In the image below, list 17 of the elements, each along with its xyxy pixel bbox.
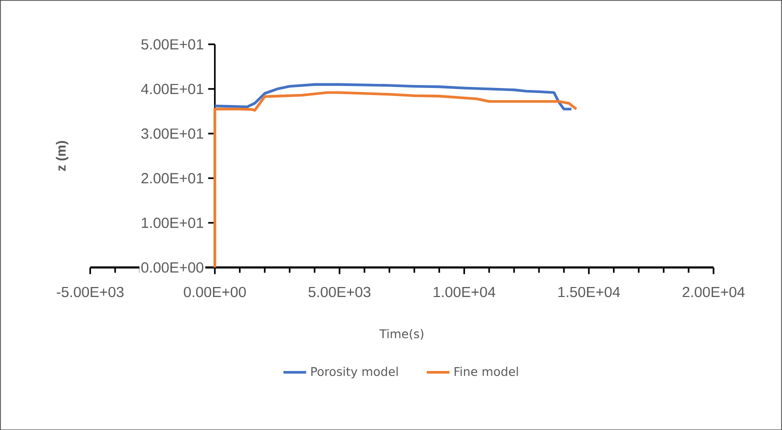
y-tick-label: 2.00E+01 — [142, 172, 204, 184]
y-tick-label: 3.00E+01 — [141, 128, 204, 139]
legend-label: Fine model — [454, 366, 518, 376]
y-tick-label: 0.00E+00 — [141, 262, 204, 272]
x-tick-label: 2.00E+04 — [682, 286, 745, 298]
y-tick-label: 1.00E+01 — [142, 217, 204, 228]
legend-label: Porosity model — [311, 366, 398, 378]
x-tick-label: 1.00E+04 — [434, 286, 496, 298]
x-axis-title: Time(s) — [379, 328, 424, 340]
x-tick-label: 5.00E+03 — [308, 286, 370, 298]
y-axis-title: z (m) — [56, 140, 68, 171]
y-tick-label: 5.00E+01 — [141, 39, 204, 50]
y-tick-label: 4.00E+01 — [141, 84, 204, 94]
x-tick-label: 0.00E+00 — [184, 286, 246, 298]
x-tick-label: 1.50E+04 — [558, 286, 620, 298]
line-series — [214, 83, 573, 110]
x-tick-label: -5.00E+03 — [56, 286, 124, 298]
